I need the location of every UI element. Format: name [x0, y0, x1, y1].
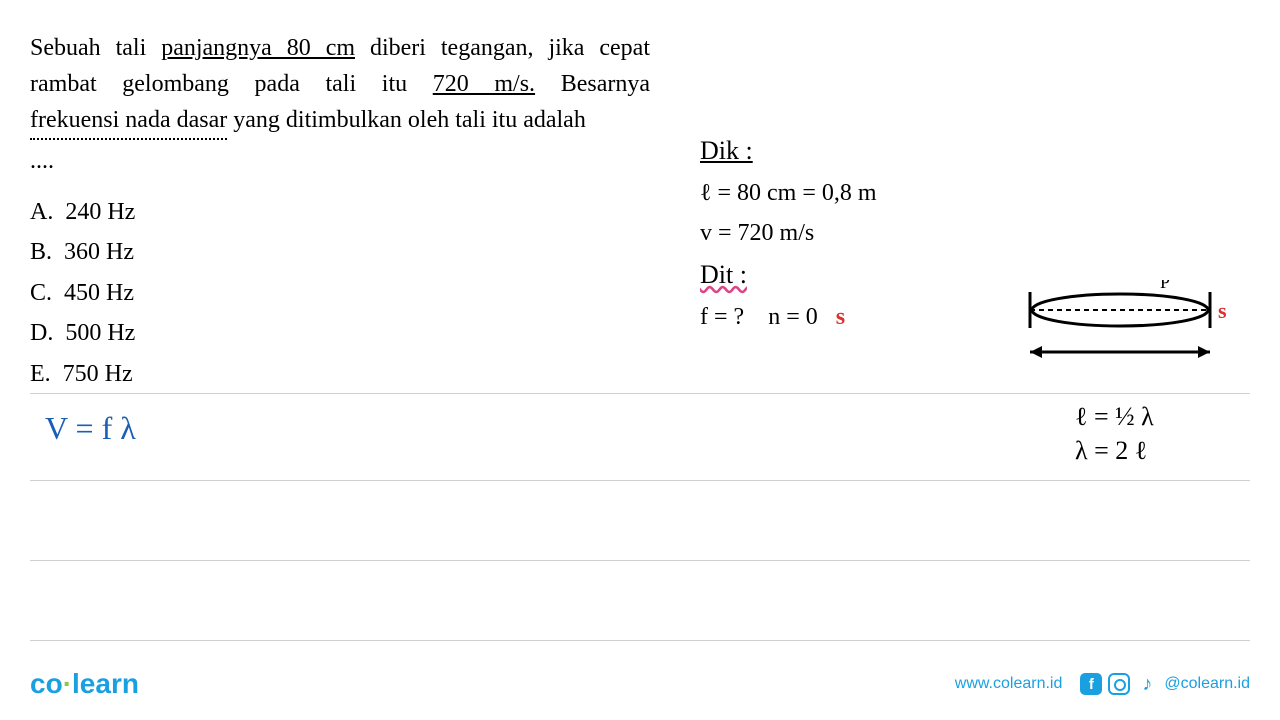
hw-velocity: v = 720 m/s: [700, 214, 877, 252]
footer: co·learn www.colearn.id f ♪ @colearn.id: [30, 668, 1250, 700]
instagram-icon[interactable]: [1108, 673, 1130, 695]
formula-wavelength: ℓ = ½ λ λ = 2 ℓ: [1075, 400, 1154, 468]
hw-frequency-question: f = ? n = 0 s: [700, 298, 877, 336]
dik-label: Dik :: [700, 130, 877, 172]
social-handle: @colearn.id: [1164, 675, 1250, 693]
facebook-icon[interactable]: f: [1080, 673, 1102, 695]
q-underline1: panjangnya 80 cm: [161, 35, 355, 61]
formula-velocity: V = f λ: [45, 410, 136, 447]
q-part3: Besarnya: [535, 71, 650, 97]
hw-length: ℓ = 80 cm = 0,8 m: [700, 174, 877, 212]
colearn-logo: co·learn: [30, 668, 139, 700]
formula-r2: λ = 2 ℓ: [1075, 434, 1154, 468]
handwritten-solution: Dik : ℓ = 80 cm = 0,8 m v = 720 m/s Dit …: [700, 130, 877, 338]
question-text: Sebuah tali panjangnya 80 cm diberi tega…: [30, 30, 650, 140]
s-marker-left: s: [836, 304, 845, 330]
q-underline2: 720 m/s.: [433, 71, 535, 97]
dit-label: Dit :: [700, 254, 877, 296]
divider-line: [30, 393, 1250, 394]
website-link[interactable]: www.colearn.id: [955, 675, 1063, 693]
q-part4: yang ditimbulkan oleh tali itu adalah: [227, 107, 586, 133]
option-a: A. 240 Hz: [30, 193, 1250, 231]
question-dots: ....: [30, 148, 1250, 175]
social-links: f ♪ @colearn.id: [1080, 673, 1250, 695]
formula-r1: ℓ = ½ λ: [1075, 400, 1154, 434]
divider-line: [30, 480, 1250, 481]
option-b: B. 360 Hz: [30, 233, 1250, 271]
divider-line: [30, 640, 1250, 641]
svg-text:s: s: [1218, 298, 1227, 323]
q-underline3: frekuensi nada dasar: [30, 102, 227, 140]
svg-text:P: P: [1160, 280, 1170, 292]
tiktok-icon[interactable]: ♪: [1136, 673, 1158, 695]
q-part1: Sebuah tali: [30, 35, 161, 61]
footer-right: www.colearn.id f ♪ @colearn.id: [955, 673, 1250, 695]
standing-wave-diagram: P s: [1010, 280, 1240, 380]
divider-line: [30, 560, 1250, 561]
